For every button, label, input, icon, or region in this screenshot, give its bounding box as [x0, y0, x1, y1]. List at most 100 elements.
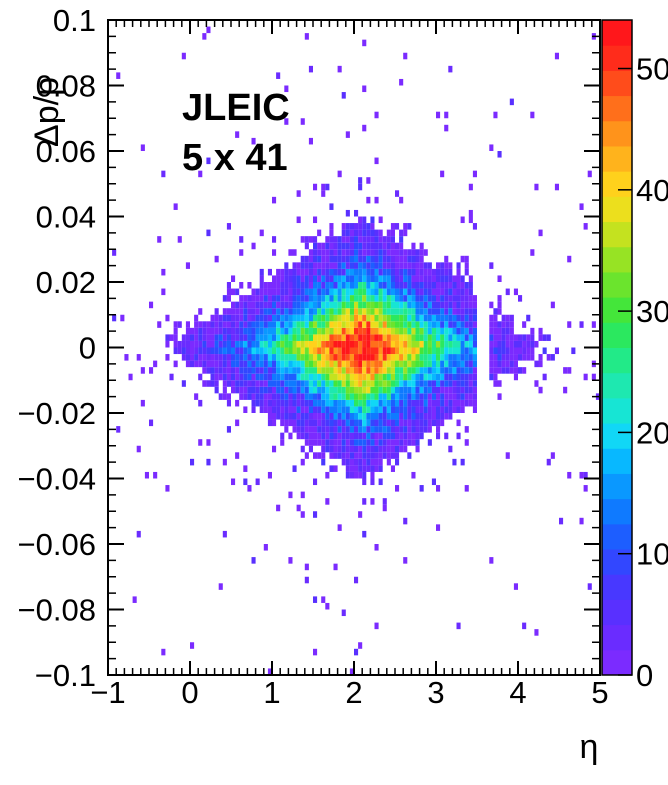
- heatmap-cell: [362, 426, 367, 433]
- heatmap-cell: [358, 223, 363, 230]
- heatmap-cell: [407, 347, 412, 355]
- heatmap-cell: [464, 399, 469, 407]
- heatmap-cell: [206, 26, 211, 34]
- heatmap-cell: [374, 288, 379, 296]
- heatmap-cell: [534, 340, 539, 348]
- heatmap-cell: [386, 236, 391, 243]
- heatmap-cell: [292, 399, 297, 407]
- heatmap-cell: [304, 288, 309, 296]
- heatmap-cell: [374, 439, 379, 446]
- heatmap-cell: [304, 426, 309, 433]
- heatmap-cell: [222, 367, 227, 374]
- heatmap-cell: [468, 386, 473, 394]
- heatmap-cell: [436, 399, 441, 407]
- heatmap-cell: [423, 301, 428, 309]
- heatmap-cell: [489, 334, 494, 341]
- heatmap-cell: [378, 432, 383, 440]
- heatmap-cell: [235, 340, 240, 348]
- heatmap-cell: [341, 340, 346, 348]
- heatmap-cell: [374, 295, 379, 302]
- heatmap-cell: [255, 295, 260, 302]
- heatmap-cell: [407, 419, 412, 427]
- heatmap-cell: [288, 282, 293, 289]
- heatmap-cell: [460, 216, 465, 224]
- heatmap-cell: [292, 334, 297, 341]
- heatmap-cell: [304, 308, 309, 315]
- heatmap-cell: [308, 288, 313, 296]
- heatmap-cell: [358, 354, 363, 361]
- heatmap-cell: [431, 406, 436, 413]
- heatmap-cell: [341, 399, 346, 407]
- heatmap-cell: [419, 321, 424, 328]
- heatmap-cell: [407, 295, 412, 302]
- heatmap-cell: [308, 406, 313, 413]
- heatmap-cell: [222, 295, 227, 302]
- heatmap-cell: [567, 367, 572, 374]
- heatmap-cell: [419, 386, 424, 394]
- heatmap-cell: [280, 340, 285, 348]
- heatmap-cell: [255, 314, 260, 322]
- heatmap-cell: [411, 393, 416, 400]
- heatmap-cell: [419, 288, 424, 296]
- colorbar-bin: [602, 498, 632, 525]
- heatmap-cell: [226, 426, 231, 433]
- heatmap-cell: [284, 347, 289, 355]
- heatmap-cell: [370, 360, 375, 368]
- heatmap-cell: [505, 360, 510, 368]
- heatmap-cell: [349, 301, 354, 309]
- heatmap-cell: [419, 380, 424, 387]
- heatmap-cell: [583, 485, 588, 492]
- heatmap-cell: [300, 426, 305, 433]
- heatmap-cell: [243, 334, 248, 341]
- heatmap-cell: [399, 314, 404, 322]
- heatmap-cell: [308, 321, 313, 328]
- heatmap-cell: [436, 426, 441, 433]
- heatmap-cell: [411, 301, 416, 309]
- heatmap-cell: [345, 282, 350, 289]
- heatmap-cell: [329, 452, 334, 459]
- heatmap-cell: [419, 373, 424, 381]
- heatmap-cell: [419, 340, 424, 348]
- heatmap-cell: [317, 393, 322, 400]
- heatmap-cell: [280, 354, 285, 361]
- heatmap-cell: [362, 334, 367, 341]
- heatmap-cell: [317, 255, 322, 263]
- heatmap-cell: [284, 268, 289, 276]
- heatmap-cell: [239, 236, 244, 243]
- y-axis-label: Δp/p: [28, 77, 66, 147]
- heatmap-cell: [292, 386, 297, 394]
- heatmap-cell: [489, 321, 494, 328]
- heatmap-cell: [472, 360, 477, 368]
- y-tick-label: −0.04: [18, 462, 96, 497]
- heatmap-cell: [468, 399, 473, 407]
- heatmap-cell: [395, 295, 400, 302]
- heatmap-cell: [452, 340, 457, 348]
- heatmap-cell: [288, 295, 293, 302]
- heatmap-cell: [464, 354, 469, 361]
- heatmap-cell: [358, 413, 363, 420]
- heatmap-cell: [472, 314, 477, 322]
- heatmap-cell: [403, 393, 408, 400]
- heatmap-cell: [280, 413, 285, 420]
- heatmap-cell: [415, 347, 420, 355]
- heatmap-cell: [198, 360, 203, 368]
- heatmap-cell: [395, 262, 400, 269]
- heatmap-cell: [431, 275, 436, 282]
- heatmap-cell: [542, 347, 547, 355]
- heatmap-cell: [263, 321, 268, 328]
- heatmap-cell: [308, 255, 313, 263]
- heatmap-cell: [214, 255, 219, 263]
- heatmap-cell: [206, 367, 211, 374]
- heatmap-cell: [579, 471, 584, 479]
- heatmap-cell: [386, 242, 391, 250]
- heatmap-cell: [169, 373, 174, 381]
- heatmap-cell: [243, 386, 248, 394]
- heatmap-cell: [374, 458, 379, 466]
- heatmap-cell: [317, 321, 322, 328]
- heatmap-cell: [214, 308, 219, 315]
- heatmap-cell: [337, 170, 342, 178]
- heatmap-cell: [358, 314, 363, 322]
- heatmap-cell: [354, 386, 359, 394]
- heatmap-cell: [276, 399, 281, 407]
- heatmap-cell: [444, 380, 449, 387]
